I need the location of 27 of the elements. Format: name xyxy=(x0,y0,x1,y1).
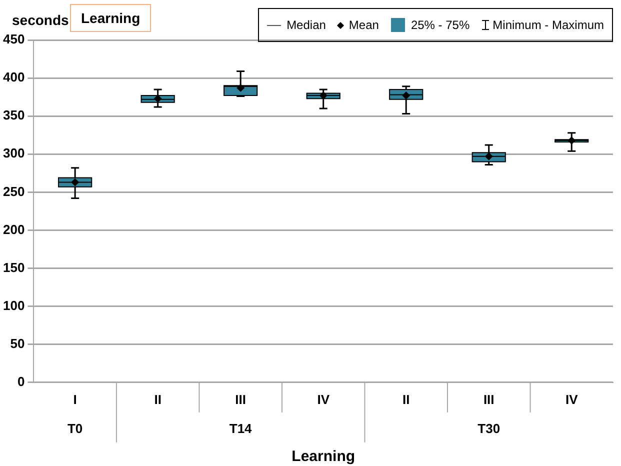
y-tick-label: 300 xyxy=(2,146,25,161)
legend-label: 25% - 75% xyxy=(410,18,470,32)
text: T14 xyxy=(229,420,253,436)
text: Mean xyxy=(348,18,379,32)
y-tick-label: 150 xyxy=(2,260,25,275)
x-tick-label: III xyxy=(235,392,246,407)
x-tick-label: IV xyxy=(565,392,578,407)
y-tick-label: 400 xyxy=(2,70,25,85)
text: T30 xyxy=(478,420,500,436)
y-tick-label: 0 xyxy=(17,374,25,389)
text: Minimum - Maximum xyxy=(492,18,604,32)
y-tick-label: 450 xyxy=(2,32,25,47)
y-tick-label: 350 xyxy=(2,108,25,123)
x-axis-title: Learning xyxy=(292,448,356,466)
x-tick-label: I xyxy=(73,392,77,407)
x-tick-label: IV xyxy=(317,392,330,407)
x-tick-label: III xyxy=(483,392,494,407)
chart-title: Learning xyxy=(70,4,152,32)
text: Median xyxy=(286,18,326,32)
x-tick-label: II xyxy=(154,392,162,407)
y-tick-label: 250 xyxy=(2,184,25,199)
y-axis-title: seconds xyxy=(12,12,69,28)
text: T0 xyxy=(67,420,83,436)
y-tick-label: 50 xyxy=(10,336,25,351)
y-tick-label: 100 xyxy=(2,298,25,313)
x-tick-label: II xyxy=(402,392,410,407)
y-tick-label: 200 xyxy=(2,222,25,237)
